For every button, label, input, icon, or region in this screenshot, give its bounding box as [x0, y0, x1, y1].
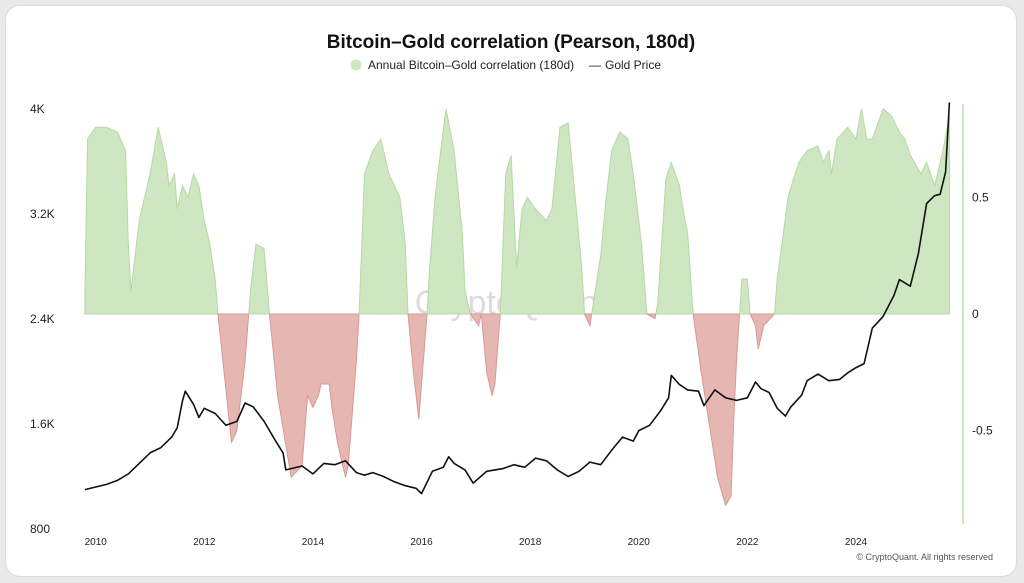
x-tick-group: 2010 2012 2014 2016 2018 2020 2022 2024 [85, 537, 868, 548]
y-left-tick-label: 1.6K [30, 417, 55, 431]
correlation-negative-area [217, 313, 250, 445]
chart-title: Bitcoin–Gold correlation (Pearson, 180d) [327, 32, 695, 53]
chart-svg: Bitcoin–Gold correlation (Pearson, 180d)… [30, 32, 993, 562]
correlation-positive-area [591, 131, 648, 315]
correlation-positive-area [739, 278, 751, 315]
legend: Annual Bitcoin–Gold correlation (180d) —… [350, 58, 661, 72]
x-tick-label: 2022 [736, 537, 759, 548]
legend-swatch-correlation [350, 59, 362, 71]
correlation-negative-area [583, 313, 593, 328]
y-left-tick-label: 800 [30, 522, 50, 536]
x-tick-label: 2020 [628, 537, 651, 548]
x-tick-label: 2014 [302, 537, 325, 548]
correlation-negative-area [469, 313, 482, 327]
gold-price-line [84, 102, 951, 495]
x-tick-label: 2010 [85, 537, 108, 548]
correlation-negative-area [749, 313, 776, 350]
x-tick-label: 2024 [845, 537, 868, 548]
correlation-negative-area [407, 313, 428, 420]
y-right-tick-group: 0.5 0 -0.5 [972, 190, 993, 437]
correlation-negative-area [268, 313, 360, 479]
y-left-tick-group: 800 1.6K 2.4K 3.2K 4K [30, 102, 55, 536]
correlation-positive-area [426, 108, 472, 315]
y-left-tick-label: 2.4K [30, 312, 55, 326]
y-right-tick-label: 0 [972, 307, 979, 321]
correlation-area-series [84, 107, 950, 507]
y-right-tick-label: 0.5 [972, 190, 989, 204]
x-tick-label: 2018 [519, 537, 542, 548]
correlation-positive-area [358, 137, 409, 315]
correlation-positive-area [84, 126, 219, 315]
y-left-tick-label: 4K [30, 102, 45, 116]
x-tick-label: 2016 [410, 537, 433, 548]
correlation-negative-area [645, 313, 657, 320]
correlation-positive-area [773, 107, 950, 315]
copyright-text: © CryptoQuant. All rights reserved [856, 552, 993, 562]
correlation-negative-area [480, 313, 501, 396]
correlation-positive-area [655, 160, 694, 315]
legend-swatch-gold: — [589, 58, 601, 72]
legend-label-correlation: Annual Bitcoin–Gold correlation (180d) [368, 58, 574, 72]
y-right-tick-label: -0.5 [972, 424, 993, 438]
correlation-negative-area [692, 313, 741, 507]
gold-price-series [84, 102, 951, 495]
correlation-positive-area [499, 121, 586, 315]
y-left-tick-label: 3.2K [30, 207, 55, 221]
x-tick-label: 2012 [193, 537, 216, 548]
chart-card: Bitcoin–Gold correlation (Pearson, 180d)… [6, 6, 1016, 576]
correlation-positive-area [248, 243, 271, 315]
legend-label-gold: Gold Price [605, 58, 661, 72]
